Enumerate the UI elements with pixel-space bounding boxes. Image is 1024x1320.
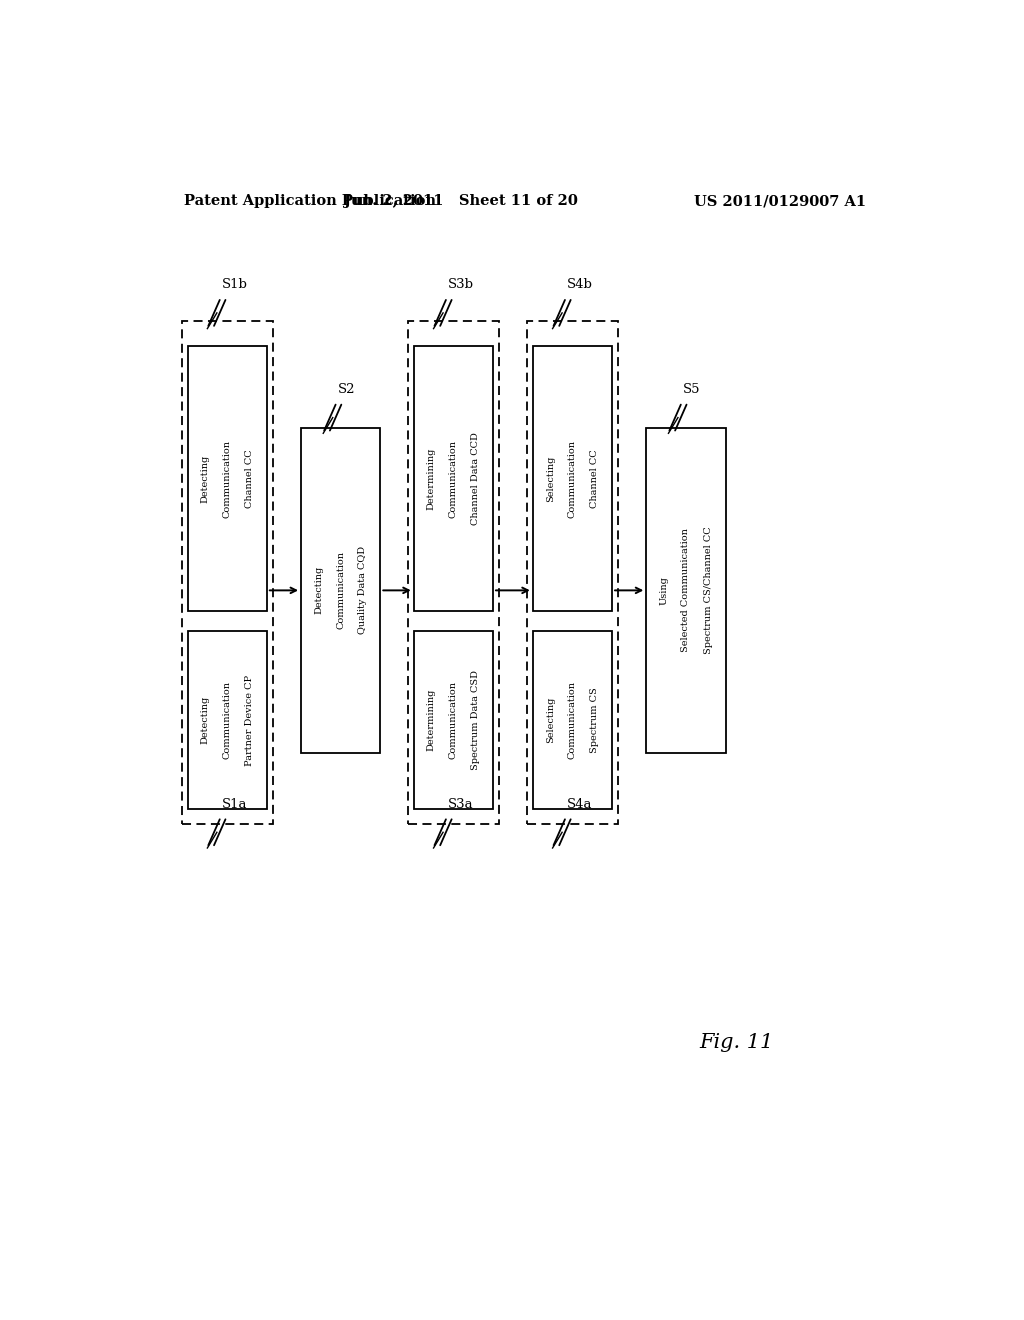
- Bar: [414, 346, 493, 611]
- Text: S3b: S3b: [447, 277, 474, 290]
- Bar: [646, 428, 726, 752]
- Text: S4a: S4a: [567, 797, 592, 810]
- Text: Jun. 2, 2011   Sheet 11 of 20: Jun. 2, 2011 Sheet 11 of 20: [344, 194, 579, 209]
- Text: Detecting: Detecting: [201, 454, 210, 503]
- Text: Partner Device CP: Partner Device CP: [245, 675, 254, 766]
- Bar: [532, 346, 612, 611]
- Text: Communication: Communication: [568, 681, 577, 759]
- Text: Communication: Communication: [336, 552, 345, 630]
- Text: S1b: S1b: [221, 277, 248, 290]
- Text: Fig. 11: Fig. 11: [699, 1034, 774, 1052]
- Text: Detecting: Detecting: [314, 566, 323, 615]
- Text: Selecting: Selecting: [546, 455, 555, 502]
- Text: S4b: S4b: [567, 277, 593, 290]
- Bar: [187, 631, 267, 809]
- Text: Channel CC: Channel CC: [245, 449, 254, 508]
- Text: US 2011/0129007 A1: US 2011/0129007 A1: [694, 194, 866, 209]
- Text: Communication: Communication: [568, 440, 577, 517]
- Text: Selecting: Selecting: [546, 697, 555, 743]
- Text: Communication: Communication: [449, 440, 458, 517]
- Bar: [532, 631, 612, 809]
- Text: S1a: S1a: [221, 797, 247, 810]
- Bar: [409, 321, 500, 824]
- Text: Channel CC: Channel CC: [590, 449, 599, 508]
- Text: Spectrum CS/Channel CC: Spectrum CS/Channel CC: [703, 527, 713, 655]
- Text: Quality Data CQD: Quality Data CQD: [358, 546, 368, 635]
- Text: S3a: S3a: [447, 797, 473, 810]
- Text: S5: S5: [683, 383, 700, 396]
- Bar: [414, 631, 493, 809]
- Text: Selected Communication: Selected Communication: [681, 528, 690, 652]
- Bar: [527, 321, 618, 824]
- Text: Detecting: Detecting: [201, 696, 210, 744]
- Text: Determining: Determining: [427, 447, 435, 510]
- Text: Spectrum Data CSD: Spectrum Data CSD: [471, 671, 480, 770]
- Bar: [182, 321, 273, 824]
- Bar: [187, 346, 267, 611]
- Text: Spectrum CS: Spectrum CS: [590, 688, 599, 752]
- Text: Communication: Communication: [222, 440, 231, 517]
- Text: Communication: Communication: [449, 681, 458, 759]
- Text: Channel Data CCD: Channel Data CCD: [471, 432, 480, 525]
- Text: Using: Using: [659, 576, 669, 605]
- Text: Patent Application Publication: Patent Application Publication: [183, 194, 435, 209]
- Text: Communication: Communication: [222, 681, 231, 759]
- Bar: [301, 428, 380, 752]
- Text: Determining: Determining: [427, 689, 435, 751]
- Text: S2: S2: [338, 383, 355, 396]
